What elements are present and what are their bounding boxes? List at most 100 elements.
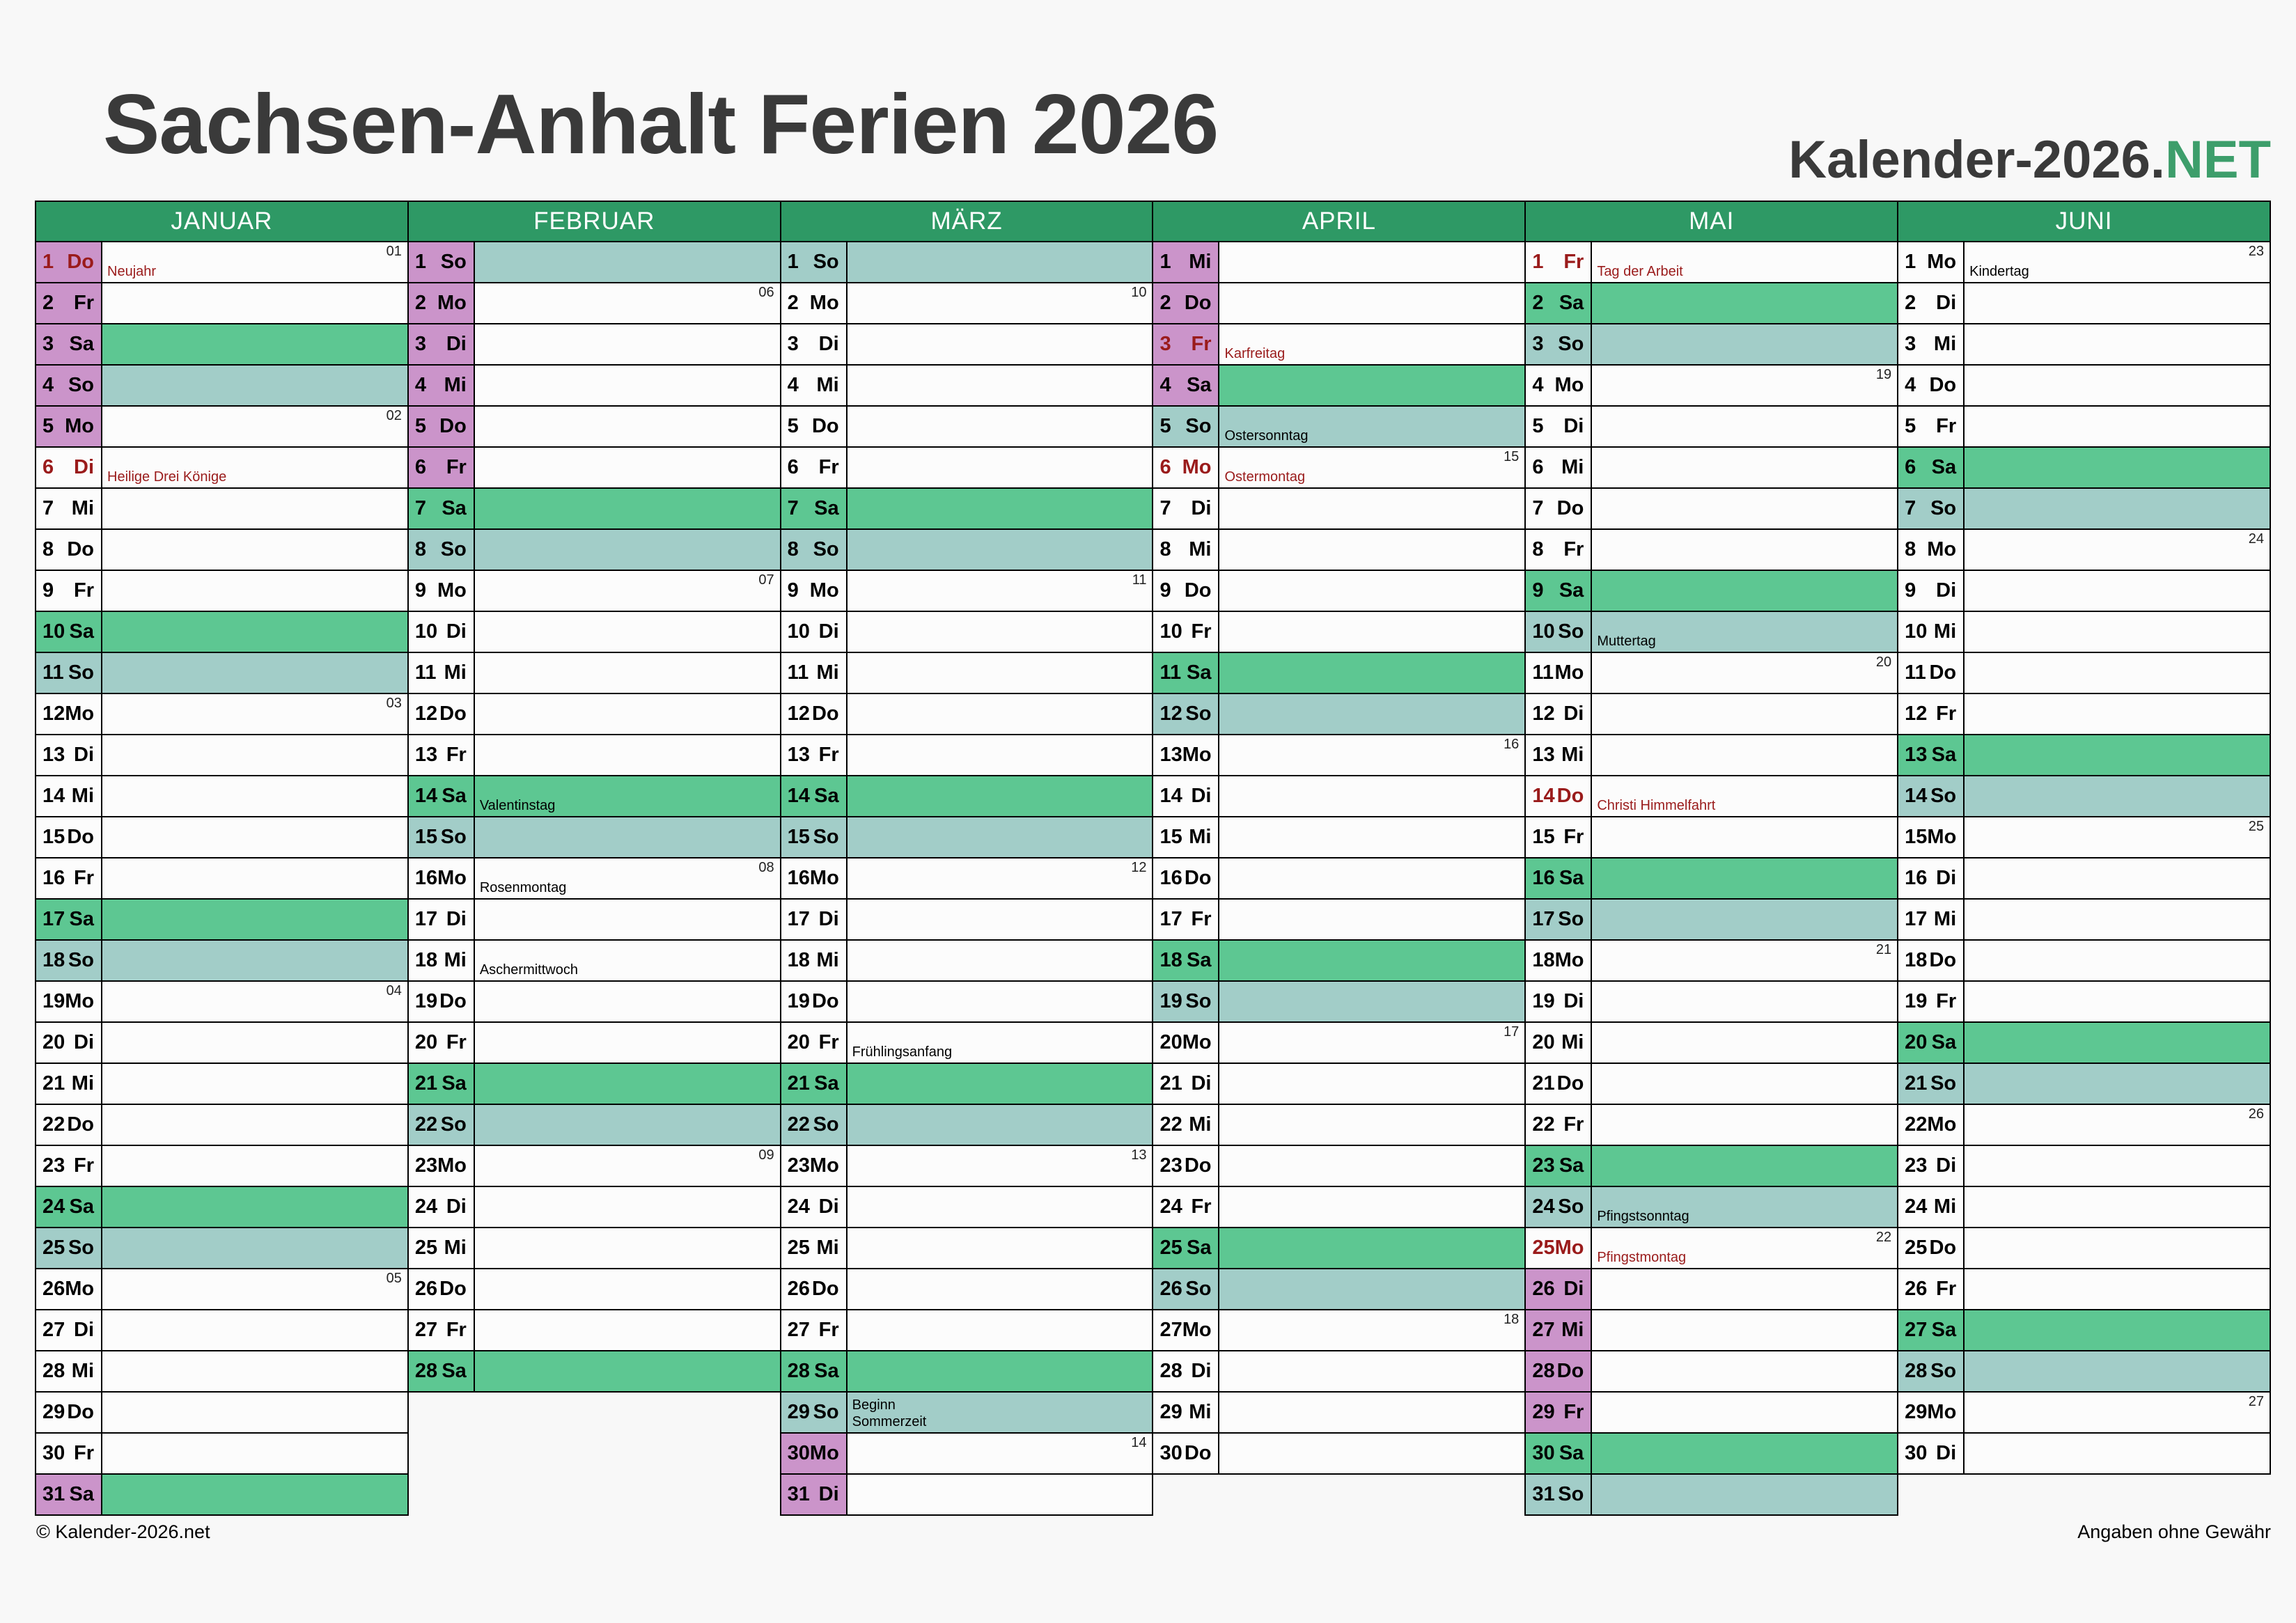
day-content — [1592, 694, 1898, 734]
weekday-abbrev: Sa — [69, 333, 94, 355]
weekday-abbrev: Mo — [1182, 1031, 1212, 1053]
day-row-april-26: 26 So — [1152, 1269, 1526, 1310]
weekday-abbrev: So — [1558, 333, 1584, 355]
week-number: 19 — [1875, 367, 1892, 382]
month-header-februar: FEBRUAR — [407, 201, 781, 242]
day-content — [474, 1023, 780, 1063]
weekday-abbrev: So — [813, 1401, 839, 1423]
day-label: 14 Sa — [781, 776, 848, 816]
day-content — [1592, 858, 1898, 898]
day-number: 14 — [414, 785, 438, 807]
weekday-abbrev: Sa — [1931, 744, 1957, 766]
day-number: 15 — [414, 826, 438, 848]
weekday-abbrev: Fr — [1191, 1195, 1212, 1218]
weekday-abbrev: Mo — [1927, 251, 1957, 273]
day-row-juni-26: 26 Fr — [1897, 1269, 2271, 1310]
weekday-abbrev: Mi — [1933, 1195, 1957, 1218]
week-number: 20 — [1875, 654, 1892, 670]
day-number: 30 — [42, 1442, 65, 1464]
day-row-mai-4: 4 Mo 19 — [1524, 366, 1899, 407]
day-content — [847, 1475, 1153, 1514]
day-row-mai-21: 21 Do — [1524, 1064, 1899, 1105]
day-content — [1965, 571, 2270, 611]
day-row-april-15: 15 Mi — [1152, 817, 1526, 858]
day-number: 14 — [1159, 785, 1182, 807]
day-label: 6 Sa — [1898, 448, 1965, 487]
day-row-januar-31: 31 Sa — [35, 1475, 409, 1516]
weekday-abbrev: Sa — [1931, 1319, 1957, 1341]
holiday-note: Karfreitag — [1224, 346, 1286, 361]
day-label: 15 Fr — [1526, 817, 1593, 857]
day-label: 20 Di — [36, 1023, 102, 1063]
weekday-abbrev: Fr — [1936, 415, 1957, 437]
day-label: 6 Fr — [408, 448, 475, 487]
day-row-mai-23: 23 Sa — [1524, 1146, 1899, 1187]
day-row-mai-29: 29 Fr — [1524, 1393, 1899, 1434]
day-number: 2 — [1905, 292, 1916, 314]
day-label: 29 So — [781, 1393, 848, 1432]
day-row-april-30: 30 Do — [1152, 1434, 1526, 1475]
weekday-abbrev: Mo — [437, 867, 467, 889]
day-label: 13 Fr — [781, 735, 848, 775]
day-row-maerz-8: 8 So — [779, 530, 1154, 571]
day-content — [102, 283, 407, 323]
weekday-abbrev: Fr — [1936, 1278, 1957, 1300]
day-content — [102, 653, 407, 693]
day-row-januar-23: 23 Fr — [35, 1146, 409, 1187]
weekday-abbrev: Sa — [1931, 1031, 1957, 1053]
weekday-abbrev: So — [440, 1113, 467, 1136]
day-row-mai-5: 5 Di — [1524, 407, 1899, 448]
weekday-abbrev: Sa — [1559, 867, 1584, 889]
day-label: 15 So — [408, 817, 475, 857]
day-content — [1592, 1434, 1898, 1473]
day-label: 4 Mo — [1526, 366, 1593, 405]
day-number: 5 — [414, 415, 426, 437]
weekday-abbrev: Fr — [818, 744, 839, 766]
day-content — [847, 242, 1153, 282]
day-number: 3 — [1905, 333, 1916, 355]
day-number: 19 — [1905, 990, 1928, 1012]
day-number: 28 — [1905, 1360, 1928, 1382]
day-number: 14 — [42, 785, 65, 807]
day-row-april-22: 22 Mi — [1152, 1105, 1526, 1146]
day-label: 1 Do — [36, 242, 102, 282]
weekday-abbrev: Do — [1184, 1442, 1212, 1464]
day-content — [474, 242, 780, 282]
day-label: 26 Do — [408, 1269, 475, 1309]
day-content: 03 — [102, 694, 407, 734]
day-number: 25 — [1159, 1237, 1182, 1259]
day-label: 23 Di — [1898, 1146, 1965, 1186]
day-row-april-21: 21 Di — [1152, 1064, 1526, 1105]
day-content — [102, 858, 407, 898]
month-april: APRIL 1 Mi 2 Do 3 Fr Karfreitag 4 Sa 5 So Ostersonnt… — [1152, 201, 1526, 1475]
footer-disclaimer: Angaben ohne Gewähr — [2077, 1521, 2271, 1542]
day-label: 9 Sa — [1526, 571, 1593, 611]
weekday-abbrev: Fr — [74, 867, 94, 889]
day-content — [847, 612, 1153, 652]
weekday-abbrev: Mi — [816, 949, 839, 971]
day-number: 21 — [787, 1072, 810, 1095]
weekday-abbrev: So — [1930, 1072, 1957, 1095]
day-label: 7 Di — [1153, 489, 1220, 528]
day-label: 28 Sa — [781, 1351, 848, 1391]
day-row-juni-12: 12 Fr — [1897, 694, 2271, 735]
day-number: 22 — [1532, 1113, 1555, 1136]
day-label: 16 Sa — [1526, 858, 1593, 898]
day-row-april-17: 17 Fr — [1152, 900, 1526, 941]
weekday-abbrev: Mo — [1927, 1113, 1957, 1136]
day-label: 3 So — [1526, 324, 1593, 364]
day-label: 19 Do — [781, 982, 848, 1021]
weekday-abbrev: Mi — [816, 1237, 839, 1259]
day-row-januar-8: 8 Do — [35, 530, 409, 571]
day-number: 20 — [42, 1031, 65, 1053]
holiday-note: Christi Himmelfahrt — [1597, 798, 1716, 813]
day-row-februar-5: 5 Do — [407, 407, 781, 448]
day-label: 4 Mi — [408, 366, 475, 405]
day-content — [474, 1105, 780, 1145]
day-row-mai-16: 16 Sa — [1524, 858, 1899, 900]
day-row-mai-6: 6 Mi — [1524, 448, 1899, 489]
day-row-april-1: 1 Mi — [1152, 242, 1526, 283]
day-row-mai-1: 1 Fr Tag der Arbeit — [1524, 242, 1899, 283]
weekday-abbrev: Sa — [1187, 374, 1212, 396]
day-number: 20 — [1159, 1031, 1182, 1053]
